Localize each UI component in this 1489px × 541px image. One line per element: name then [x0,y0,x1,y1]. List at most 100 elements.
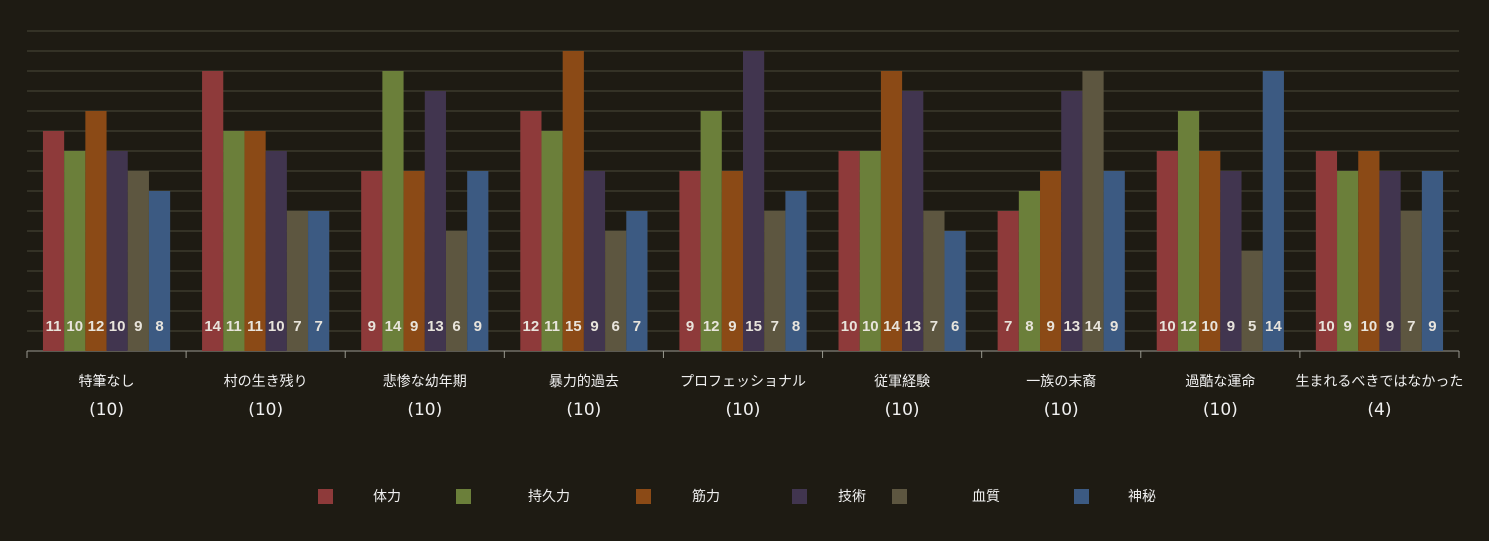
bar [721,171,743,351]
value-label: 15 [745,318,762,335]
bar [308,211,330,351]
bar [880,71,903,351]
value-label: 11 [226,318,242,335]
value-label: 14 [204,318,221,335]
value-label: 12 [1180,318,1197,335]
bar [838,151,860,351]
value-label: 12 [523,318,540,335]
value-label: 10 [109,318,126,335]
bar [244,131,266,351]
bar [202,71,224,351]
value-label: 9 [474,318,482,335]
x-tick-label: 過酷な運命 [1185,373,1255,390]
bar [1103,171,1125,351]
x-tick-label: 悲惨な幼年期 [383,373,467,390]
bar [424,91,446,351]
x-tick-sublabel: (10) [248,400,283,420]
bar [764,211,786,351]
value-label: 9 [1386,318,1394,335]
bar [700,111,722,351]
bar [1040,171,1062,351]
bar [265,151,287,351]
legend-swatch [318,489,333,504]
value-label: 8 [792,318,800,335]
value-label: 9 [134,318,142,335]
bar [1220,171,1242,351]
bar [859,151,881,351]
value-label: 12 [88,318,105,335]
value-label: 7 [771,318,779,335]
bar [85,111,107,351]
legend-swatch [792,489,807,504]
value-label: 7 [633,318,641,335]
x-tick-sublabel: (10) [89,400,124,420]
value-label: 9 [1110,318,1118,335]
x-tick-sublabel: (10) [1203,400,1238,420]
bar [902,91,924,351]
value-label: 10 [66,318,83,335]
value-label: 13 [904,318,921,335]
value-label: 15 [565,318,582,335]
value-label: 9 [368,318,376,335]
legend-label: 血質 [972,489,1000,505]
value-label: 7 [314,318,322,335]
value-label: 5 [1248,318,1256,335]
value-label: 9 [728,318,736,335]
value-label: 7 [293,318,301,335]
value-label: 11 [544,318,560,335]
bar [785,191,807,351]
x-tick-label: 暴力的過去 [549,374,619,390]
x-tick-sublabel: (10) [726,400,761,420]
bar [286,211,309,351]
value-label: 10 [1361,318,1378,335]
legend-swatch [1074,489,1089,504]
value-label: 6 [612,318,620,335]
x-tick-sublabel: (10) [407,400,442,420]
bar [1262,71,1284,351]
bar [1061,91,1083,351]
value-label: 9 [410,318,418,335]
bar [1400,211,1422,351]
bar [626,211,648,351]
value-label: 14 [1085,318,1102,335]
value-label: 7 [930,318,938,335]
bar [1241,251,1263,351]
bar [148,191,171,351]
value-label: 14 [1265,318,1282,335]
bar [1199,151,1221,351]
value-label: 14 [883,318,900,335]
legend-swatch [456,489,471,504]
bar [562,51,584,351]
value-label: 6 [452,318,460,335]
legend-label: 筋力 [692,488,720,505]
legend-swatch [636,489,651,504]
bar [583,171,606,351]
bar [1177,111,1200,351]
bar [403,171,425,351]
value-label: 10 [1201,318,1218,335]
bar [361,171,383,351]
bar [1018,191,1041,351]
x-tick-sublabel: (10) [885,400,920,420]
bar [997,211,1019,351]
bar [106,151,128,351]
legend-label: 持久力 [528,489,570,505]
value-label: 9 [1428,318,1436,335]
value-label: 8 [1025,318,1033,335]
value-label: 8 [155,318,163,335]
x-tick-label: 生まれるべきではなかった [1295,374,1463,390]
bar [127,171,149,351]
bar [923,211,945,351]
x-tick-label: 従軍経験 [874,374,930,390]
bar [1315,151,1338,351]
bar [743,51,765,351]
x-tick-label: 村の生き残り [224,374,308,390]
bar [382,71,404,351]
bar [223,131,245,351]
value-label: 9 [1046,318,1054,335]
bar [944,231,966,351]
value-label: 14 [385,318,402,335]
bar [1379,171,1401,351]
legend-label: 神秘 [1128,489,1156,505]
